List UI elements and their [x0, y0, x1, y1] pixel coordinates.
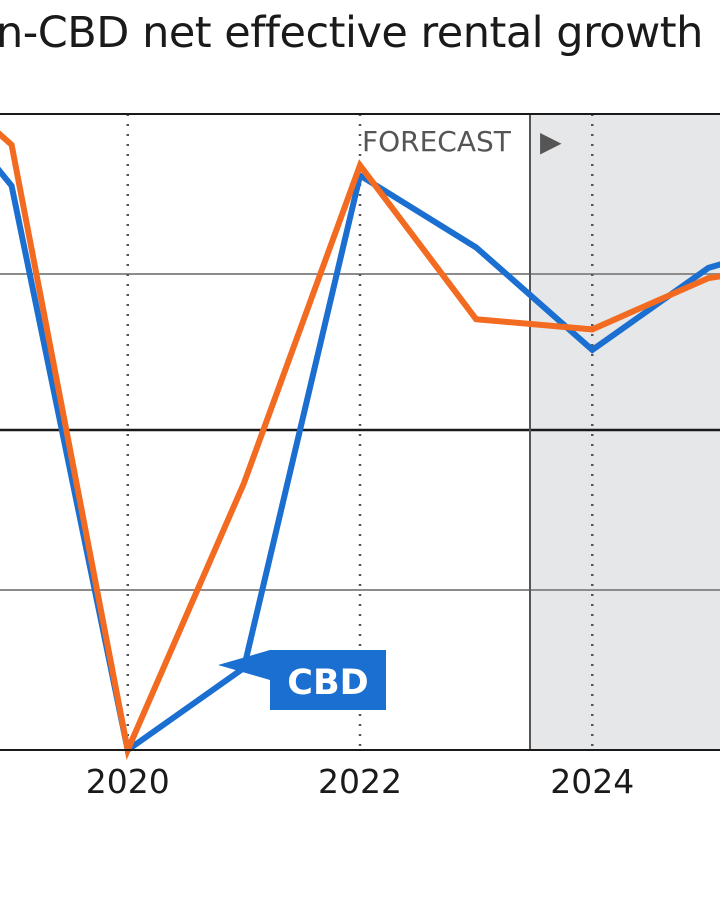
- forecast-shade: [530, 114, 720, 750]
- series-line-1: [0, 130, 720, 761]
- series-lines: [0, 130, 720, 761]
- forecast-arrow-icon: ▶: [540, 125, 562, 158]
- cbd-label-text: CBD: [287, 663, 368, 703]
- cbd-label-box: [218, 650, 386, 710]
- x-tick-label-2022: 2022: [318, 762, 402, 801]
- forecast-label: FORECAST: [362, 125, 512, 158]
- year-gridlines: [126, 114, 594, 750]
- x-axis-ticks: 2020 2022 2024: [86, 762, 635, 801]
- x-tick-label-2024: 2024: [550, 762, 634, 801]
- cbd-series-label: CBD: [218, 650, 386, 710]
- chart-title: n-CBD net effective rental growth: [0, 8, 703, 58]
- x-tick-label-2020: 2020: [86, 762, 170, 801]
